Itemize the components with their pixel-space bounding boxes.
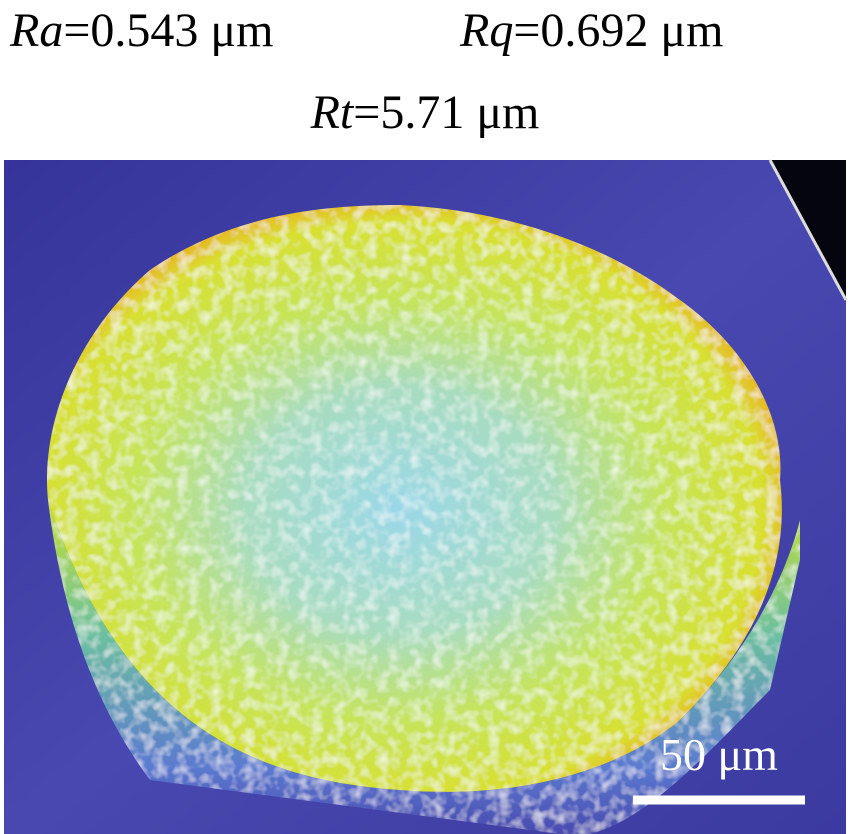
symbol: Rq: [459, 4, 513, 57]
surface-image: 50 μm: [4, 159, 848, 834]
value: =0.692 μm: [513, 4, 723, 57]
edge: [768, 159, 848, 301]
symbol: Rt: [310, 86, 355, 139]
scale-bar-label: 50 μm: [660, 729, 778, 780]
roughness-label: Rq=0.692 μm: [459, 4, 723, 57]
surface-top: [46, 205, 782, 792]
roughness-label: Ra=0.543 μm: [9, 4, 273, 57]
value: =0.543 μm: [63, 4, 273, 57]
roughness-label: Rt=5.71 μm: [310, 86, 540, 139]
value: =5.71 μm: [353, 86, 539, 139]
surface-wall: [48, 500, 800, 834]
symbol: Ra: [9, 4, 63, 57]
